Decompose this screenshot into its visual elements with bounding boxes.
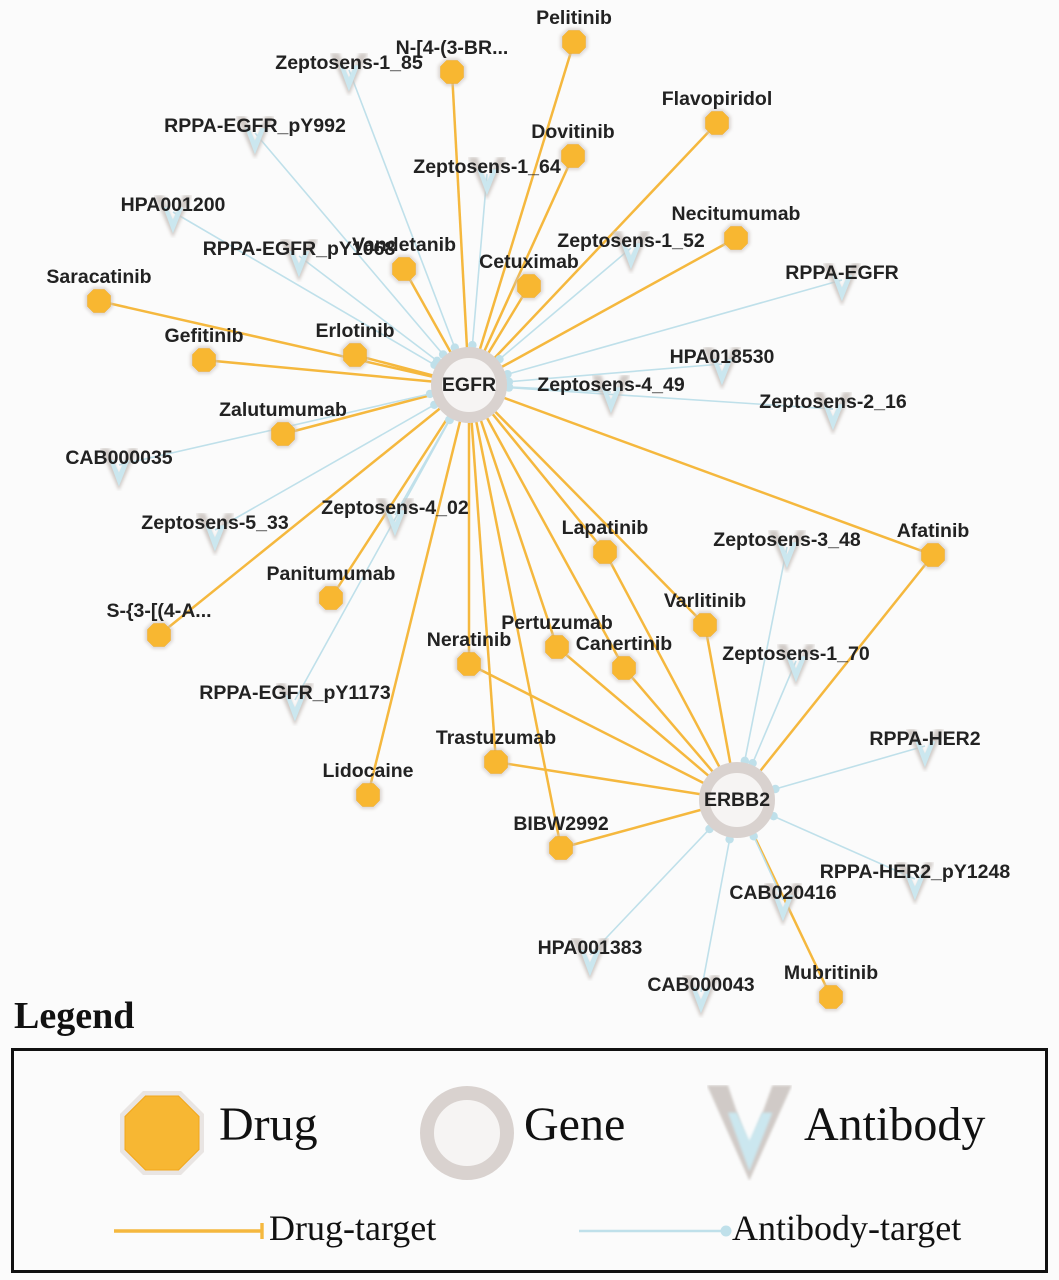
Pertuzumab: Pertuzumab (501, 612, 613, 635)
Saracatinib: Saracatinib (46, 266, 151, 289)
Canertinib: Canertinib (576, 633, 672, 656)
Mubritinib: Mubritinib (784, 962, 878, 985)
Zalutumumab: Zalutumumab (219, 399, 347, 422)
Afatinib: Afatinib (897, 520, 970, 543)
Panitumumab: Panitumumab (267, 563, 396, 586)
Dovitinib: Dovitinib (531, 121, 614, 144)
Varlitinib: Varlitinib (664, 590, 746, 613)
S-{3-[(4-A...: S-{3-[(4-A... (106, 600, 211, 623)
Pelitinib: Pelitinib (536, 7, 612, 30)
Erlotinib: Erlotinib (315, 320, 394, 343)
Lapatinib: Lapatinib (562, 517, 649, 540)
Flavopiridol: Flavopiridol (662, 88, 773, 111)
Gefitinib: Gefitinib (164, 325, 243, 348)
Cetuximab: Cetuximab (479, 251, 579, 274)
Lidocaine: Lidocaine (322, 760, 413, 783)
Neratinib: Neratinib (427, 629, 512, 652)
BIBW2992: BIBW2992 (513, 813, 608, 836)
Trastuzumab: Trastuzumab (436, 727, 556, 750)
Necitumumab: Necitumumab (672, 203, 801, 226)
